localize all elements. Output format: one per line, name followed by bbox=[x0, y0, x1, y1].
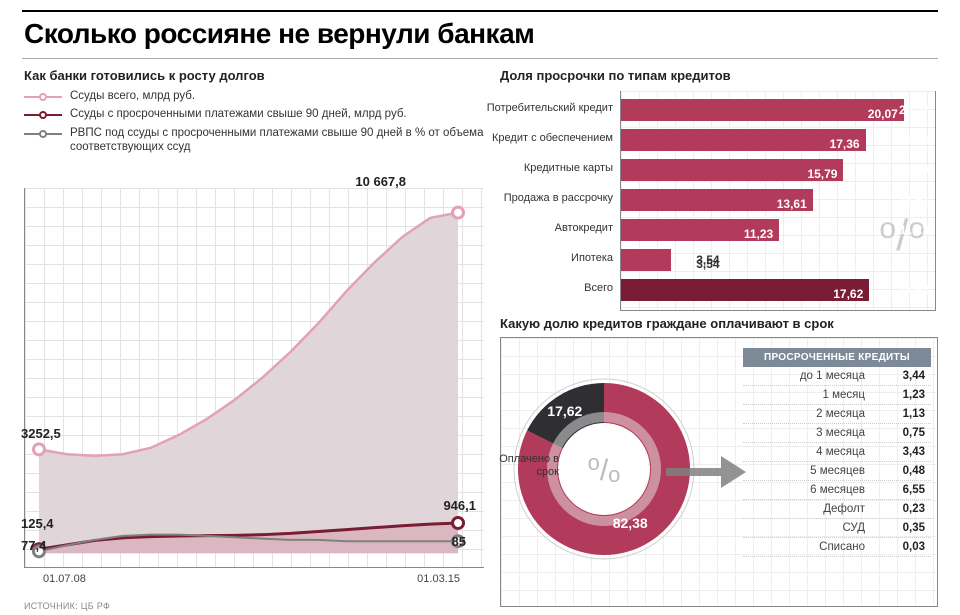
bar-rect: 15,79 bbox=[621, 159, 843, 181]
x-axis-start: 01.07.08 bbox=[43, 573, 86, 585]
bar-chart-subtitle: Доля просрочки по типам кредитов bbox=[500, 68, 938, 83]
donut-panel: Какую долю кредитов граждане оплачивают … bbox=[500, 316, 938, 607]
x-axis-end: 01.03.15 bbox=[417, 573, 460, 585]
overdue-table: ПРОСРОЧЕННЫЕ КРЕДИТЫ до 1 месяца3,441 ме… bbox=[743, 348, 931, 557]
line-chart-legend: Ссуды всего, млрд руб. Ссуды с просрочен… bbox=[24, 89, 484, 155]
table-row: до 1 месяца3,44 bbox=[743, 367, 931, 386]
bar-row: Автокредит11,2311,23 bbox=[621, 215, 935, 245]
bar-value: 17,62 bbox=[833, 287, 863, 301]
row-val: 0,35 bbox=[883, 522, 925, 534]
table-row: 4 месяца3,43 bbox=[743, 443, 931, 462]
bar-rect: 13,61 bbox=[621, 189, 813, 211]
row-val: 0,48 bbox=[883, 465, 925, 477]
bar-label: Продажа в рассрочку bbox=[469, 192, 619, 204]
end-label-total: 10 667,8 bbox=[355, 174, 406, 189]
table-header: ПРОСРОЧЕННЫЕ КРЕДИТЫ bbox=[743, 348, 931, 367]
bar-row: Кредит с обеспечением17,3617,36 bbox=[621, 125, 935, 155]
table-row: СУД0,35 bbox=[743, 519, 931, 538]
bar-label: Всего bbox=[469, 282, 619, 294]
bar-rect: 11,23 bbox=[621, 219, 779, 241]
row-key: 5 месяцев bbox=[749, 465, 883, 477]
table-row: 3 месяца0,75 bbox=[743, 424, 931, 443]
donut-value-overdue: 17,62 bbox=[547, 403, 582, 419]
bar-label: Кредитные карты bbox=[469, 162, 619, 174]
legend-row-rvps: РВПС под ссуды с просроченными платежами… bbox=[24, 126, 484, 155]
table-row: 2 месяца1,13 bbox=[743, 405, 931, 424]
bar-rect: 17,62 bbox=[621, 279, 869, 301]
legend-label: Ссуды всего, млрд руб. bbox=[70, 89, 195, 103]
line-chart-area: 3252,5 125,4 77,4 10 667,8 946,1 85 01.0… bbox=[24, 188, 484, 568]
bar-row: Кредитные карты15,7915,79 bbox=[621, 155, 935, 185]
table-row: 5 месяцев0,48 bbox=[743, 462, 931, 481]
row-key: 4 месяца bbox=[749, 446, 883, 458]
row-val: 0,03 bbox=[883, 541, 925, 553]
line-chart-svg bbox=[25, 188, 484, 567]
bar-value: 17,36 bbox=[830, 137, 860, 151]
bar-rect: 3,54 bbox=[621, 249, 671, 271]
bar-chart-area: о/о Потребительский кредит20,0720,07Кред… bbox=[620, 91, 936, 311]
bar-label: Потребительский кредит bbox=[469, 102, 619, 114]
row-key: СУД bbox=[749, 522, 883, 534]
row-key: 1 месяц bbox=[749, 389, 883, 401]
arrow-icon bbox=[661, 438, 751, 498]
row-val: 6,55 bbox=[883, 484, 925, 496]
bar-value: 20,07 bbox=[868, 107, 898, 121]
table-row: 1 месяц1,23 bbox=[743, 386, 931, 405]
table-row: Дефолт0,23 bbox=[743, 500, 931, 519]
percent-icon: о/о bbox=[588, 450, 621, 488]
row-val: 0,23 bbox=[883, 503, 925, 515]
legend-row-overdue: Ссуды с просроченными платежами свыше 90… bbox=[24, 107, 484, 121]
donut-value-paid: 82,38 bbox=[613, 515, 648, 531]
start-label-rvps: 77,4 bbox=[21, 538, 46, 553]
bar-row: Потребительский кредит20,0720,07 bbox=[621, 95, 935, 125]
row-key: 3 месяца bbox=[749, 427, 883, 439]
bar-row: Ипотека3,543,54 bbox=[621, 245, 935, 275]
donut-area: о/о 82,38 17,62 Оплачено в срок ПРОСРОЧЕ… bbox=[500, 337, 938, 607]
line-chart-panel: Как банки готовились к росту долгов Ссуд… bbox=[24, 68, 484, 588]
bar-label: Кредит с обеспечением bbox=[469, 132, 619, 144]
start-label-overdue: 125,4 bbox=[21, 516, 54, 531]
source-label: ИСТОЧНИК: ЦБ РФ bbox=[24, 601, 110, 611]
row-key: Списано bbox=[749, 541, 883, 553]
bar-label: Автокредит bbox=[469, 222, 619, 234]
start-label-total: 3252,5 bbox=[21, 426, 61, 441]
bar-row: Всего17,6217,62 bbox=[621, 275, 935, 305]
table-row: 6 месяцев6,55 bbox=[743, 481, 931, 500]
top-rule bbox=[22, 10, 938, 12]
legend-label: Ссуды с просроченными платежами свыше 90… bbox=[70, 107, 407, 121]
row-key: 6 месяцев bbox=[749, 484, 883, 496]
row-key: до 1 месяца bbox=[749, 370, 883, 382]
legend-row-total: Ссуды всего, млрд руб. bbox=[24, 89, 484, 103]
bar-rect: 17,36 bbox=[621, 129, 866, 151]
row-val: 0,75 bbox=[883, 427, 925, 439]
bar-value: 11,23 bbox=[744, 227, 773, 241]
end-label-rvps: 85 bbox=[452, 534, 466, 549]
bar-rect: 20,07 bbox=[621, 99, 904, 121]
table-row: Списано0,03 bbox=[743, 538, 931, 557]
line-chart-subtitle: Как банки готовились к росту долгов bbox=[24, 68, 484, 83]
page-title: Сколько россияне не вернули банкам bbox=[24, 18, 534, 50]
row-val: 1,13 bbox=[883, 408, 925, 420]
donut-caption-paid: Оплачено в срок bbox=[499, 453, 559, 478]
row-key: Дефолт bbox=[749, 503, 883, 515]
bar-label: Ипотека bbox=[469, 252, 619, 264]
end-label-overdue: 946,1 bbox=[443, 498, 476, 513]
bar-value: 13,61 bbox=[777, 197, 807, 211]
row-val: 1,23 bbox=[883, 389, 925, 401]
donut-subtitle: Какую долю кредитов граждане оплачивают … bbox=[500, 316, 938, 331]
bar-chart-panel: Доля просрочки по типам кредитов о/о Пот… bbox=[500, 68, 938, 311]
row-val: 3,43 bbox=[883, 446, 925, 458]
legend-label: РВПС под ссуды с просроченными платежами… bbox=[70, 126, 484, 155]
bar-value: 15,79 bbox=[807, 167, 837, 181]
bar-row: Продажа в рассрочку13,6113,61 bbox=[621, 185, 935, 215]
sub-rule bbox=[22, 58, 938, 59]
infographic-page: Сколько россияне не вернули банкам Как б… bbox=[0, 0, 960, 615]
row-key: 2 месяца bbox=[749, 408, 883, 420]
row-val: 3,44 bbox=[883, 370, 925, 382]
